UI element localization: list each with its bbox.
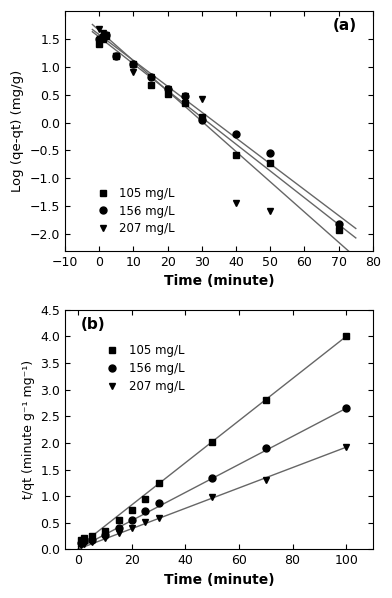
Legend: 105 mg/L, 156 mg/L, 207 mg/L: 105 mg/L, 156 mg/L, 207 mg/L <box>96 340 189 398</box>
Y-axis label: t/qt (minute g⁻¹ mg⁻¹): t/qt (minute g⁻¹ mg⁻¹) <box>22 360 34 499</box>
X-axis label: Time (minute): Time (minute) <box>163 573 274 587</box>
Y-axis label: Log (qe-qt) (mg/g): Log (qe-qt) (mg/g) <box>11 70 24 192</box>
X-axis label: Time (minute): Time (minute) <box>163 274 274 288</box>
Text: (a): (a) <box>333 19 357 33</box>
Text: (b): (b) <box>80 317 105 332</box>
Legend: 105 mg/L, 156 mg/L, 207 mg/L: 105 mg/L, 156 mg/L, 207 mg/L <box>86 182 180 240</box>
